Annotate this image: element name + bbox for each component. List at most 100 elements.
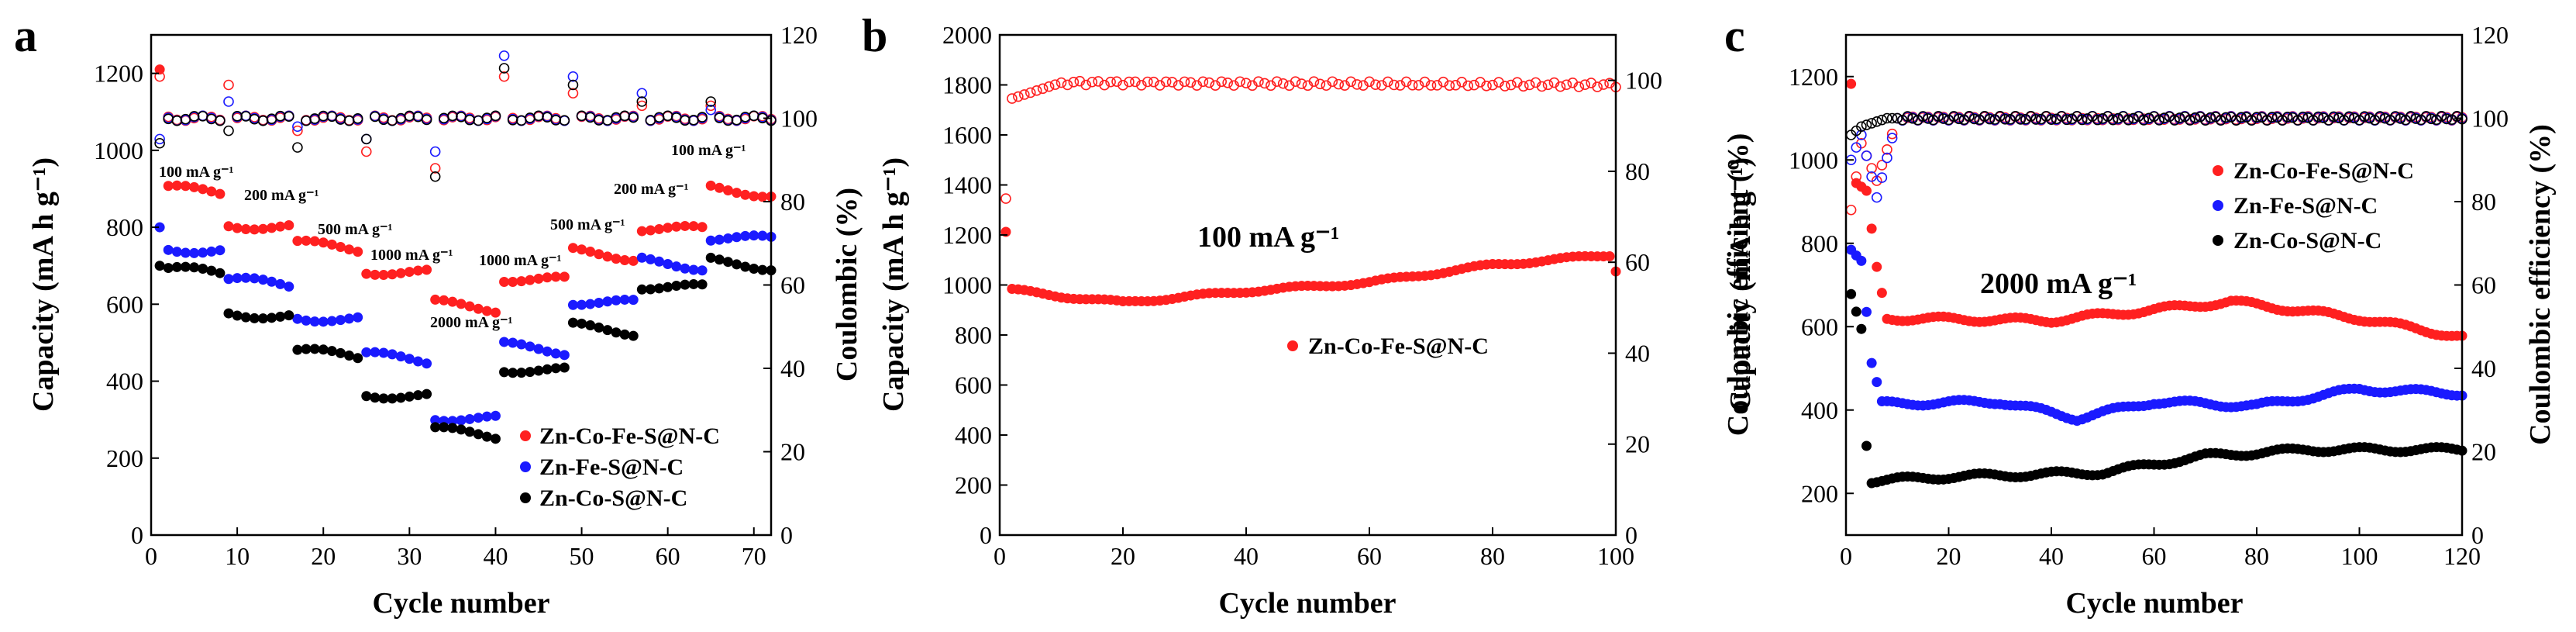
capacity-point-zn-co-s-n-c — [473, 429, 484, 440]
capacity-point-zn-fe-s-n-c — [671, 261, 682, 272]
capacity-point-zn-co-fe-s-n-c — [654, 223, 665, 234]
coulombic-point-zn-co-s-n-c — [593, 115, 604, 126]
capacity-point-zn-co-fe-s-n-c — [464, 301, 475, 312]
coulombic-point-zn-co-s-n-c — [2123, 115, 2134, 126]
capacity-point-zn-fe-s-n-c — [636, 252, 647, 263]
panel-a-coulombic-marks — [154, 50, 777, 182]
capacity-point-zn-fe-s-n-c — [267, 276, 277, 287]
coulombic-point-zn-co-fe-s-n-c — [1087, 76, 1098, 88]
capacity-point-zn-fe-s-n-c — [464, 413, 475, 424]
capacity-point-zn-fe-s-n-c — [309, 316, 320, 327]
panel-c-ticks: 0 20 40 60 80 100 120 200 400 600 800 1000 1200 0 20 40… — [1789, 21, 2509, 570]
panel-a-legend: Zn-Co-Fe-S@N-C Zn-Fe-S@N-C Zn-Co-S@N-C — [520, 423, 720, 511]
coulombic-point-zn-co-s-n-c — [473, 115, 484, 126]
capacity-point-zn-co-fe-s-n-c — [412, 265, 423, 276]
coulombic-point-zn-co-s-n-c — [688, 115, 699, 126]
coulombic-point-zn-fe-s-n-c — [1866, 171, 1877, 182]
rate-label-1000-a: 1000 mA g⁻¹ — [370, 247, 453, 264]
x-tick-label: 50 — [570, 542, 594, 570]
coulombic-point-zn-co-fe-s-n-c — [1216, 76, 1227, 88]
capacity-point-zn-fe-s-n-c — [154, 222, 165, 233]
panel-b-capacity-marks — [1000, 226, 1621, 306]
capacity-point-zn-fe-s-n-c — [232, 273, 243, 284]
coulombic-point-zn-co-s-n-c — [283, 111, 294, 122]
coulombic-point-zn-co-fe-s-n-c — [1308, 76, 1320, 88]
coulombic-point-zn-co-fe-s-n-c — [636, 100, 648, 112]
capacity-point-zn-co-fe-s-n-c — [525, 275, 536, 285]
coulombic-point-zn-co-fe-s-n-c — [1148, 76, 1159, 88]
capacity-point-zn-co-s-n-c — [757, 264, 768, 275]
capacity-point-zn-co-s-n-c — [542, 364, 553, 375]
y-tick-label: 1000 — [94, 136, 143, 164]
capacity-point-zn-co-s-n-c — [508, 368, 518, 378]
coulombic-point-zn-co-s-n-c — [645, 115, 656, 126]
capacity-point-zn-fe-s-n-c — [481, 411, 492, 422]
coulombic-point-zn-co-s-n-c — [240, 111, 252, 122]
capacity-point-zn-co-fe-s-n-c — [326, 239, 337, 250]
capacity-point-zn-co-fe-s-n-c — [163, 181, 174, 192]
coulombic-point-zn-co-s-n-c — [2061, 114, 2072, 126]
coulombic-point-zn-co-s-n-c — [2210, 112, 2221, 123]
coulombic-point-zn-co-s-n-c — [2030, 114, 2041, 125]
capacity-point-zn-fe-s-n-c — [714, 234, 725, 245]
capacity-point-zn-fe-s-n-c — [318, 316, 329, 327]
coulombic-point-zn-co-fe-s-n-c — [1259, 78, 1270, 89]
x-tick-label: 100 — [1597, 542, 1634, 570]
panel-b-xlabel: Cycle number — [1218, 587, 1396, 620]
legend-a-zn-fe: Zn-Fe-S@N-C — [539, 454, 684, 480]
coulombic-point-zn-co-s-n-c — [1968, 113, 1980, 125]
y-tick-label: 0 — [131, 521, 143, 549]
coulombic-point-zn-co-s-n-c — [2240, 112, 2252, 123]
y2-tick-label: 60 — [1625, 248, 1650, 276]
panel-c-ylabel: Capacity (mA h g⁻¹) — [1724, 157, 1757, 412]
coulombic-point-zn-co-s-n-c — [1938, 113, 1949, 124]
capacity-point-zn-co-fe-s-n-c — [508, 277, 518, 288]
coulombic-point-zn-co-fe-s-n-c — [1179, 76, 1190, 88]
coulombic-point-zn-co-fe-s-n-c — [1400, 76, 1412, 88]
coulombic-point-zn-co-s-n-c — [2066, 113, 2078, 124]
coulombic-point-zn-co-fe-s-n-c — [360, 146, 372, 157]
y2-tick-label: 80 — [2471, 188, 2496, 216]
coulombic-point-zn-co-s-n-c — [1882, 112, 1892, 124]
coulombic-point-zn-co-s-n-c — [2051, 113, 2062, 125]
coulombic-point-zn-co-fe-s-n-c — [1345, 76, 1356, 88]
capacity-point-zn-fe-s-n-c — [594, 297, 604, 308]
capacity-point-zn-co-s-n-c — [499, 367, 510, 378]
capacity-point-zn-co-fe-s-n-c — [215, 188, 226, 199]
coulombic-point-zn-co-fe-s-n-c — [1598, 79, 1609, 90]
coulombic-point-zn-co-fe-s-n-c — [1542, 79, 1554, 91]
coulombic-point-zn-co-s-n-c — [1999, 114, 2011, 125]
y2-tick-label: 40 — [1625, 339, 1650, 367]
capacity-point-zn-co-fe-s-n-c — [740, 189, 751, 200]
y2-tick-label: 120 — [780, 21, 818, 49]
capacity-point-zn-fe-s-n-c — [404, 354, 415, 364]
coulombic-point-zn-co-fe-s-n-c — [705, 100, 717, 112]
coulombic-point-zn-co-fe-s-n-c — [1111, 76, 1122, 87]
capacity-point-zn-co-s-n-c — [257, 313, 268, 324]
coulombic-point-zn-co-fe-s-n-c — [1136, 80, 1147, 91]
panel-c-letter: c — [1724, 10, 1745, 61]
coulombic-point-zn-co-s-n-c — [2195, 111, 2206, 123]
capacity-point-zn-co-fe-s-n-c — [430, 294, 441, 305]
capacity-point-zn-co-fe-s-n-c — [1866, 223, 1877, 234]
coulombic-point-zn-co-s-n-c — [2226, 112, 2237, 123]
capacity-point-zn-fe-s-n-c — [490, 410, 501, 421]
capacity-point-zn-fe-s-n-c — [223, 274, 234, 285]
x-tick-label: 10 — [225, 542, 250, 570]
coulombic-point-zn-co-fe-s-n-c — [1506, 79, 1517, 91]
capacity-point-zn-co-fe-s-n-c — [223, 221, 234, 232]
coulombic-point-zn-co-fe-s-n-c — [1555, 81, 1566, 92]
coulombic-point-zn-co-fe-s-n-c — [1068, 77, 1080, 88]
legend-a-zn-co-fe: Zn-Co-Fe-S@N-C — [539, 423, 720, 449]
coulombic-point-zn-co-s-n-c — [257, 115, 269, 126]
coulombic-point-zn-co-s-n-c — [1861, 119, 1872, 130]
legend-a-marker-zn-co — [520, 492, 531, 503]
legend-c-zn-co: Zn-Co-S@N-C — [2233, 228, 2381, 254]
capacity-point-zn-co-s-n-c — [705, 252, 716, 263]
coulombic-point-zn-co-fe-s-n-c — [1173, 80, 1184, 91]
y2-tick-label: 0 — [1625, 521, 1638, 549]
capacity-point-zn-co-fe-s-n-c — [292, 236, 303, 247]
coulombic-point-zn-co-fe-s-n-c — [1037, 83, 1049, 95]
capacity-point-zn-co-fe-s-n-c — [180, 181, 191, 192]
capacity-point-zn-co-s-n-c — [267, 313, 277, 323]
